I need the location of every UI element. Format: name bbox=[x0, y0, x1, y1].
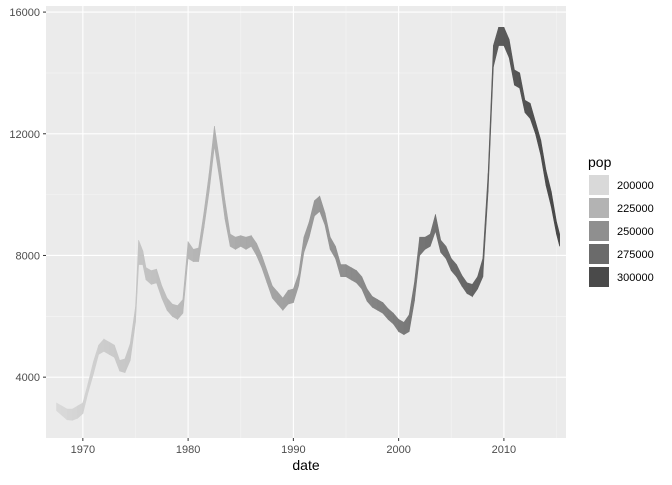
legend-title: pop bbox=[588, 154, 612, 170]
legend-key-label: 200000 bbox=[617, 180, 654, 192]
ribbon-segment bbox=[345, 264, 352, 281]
plot-panel bbox=[46, 6, 566, 438]
ribbon-segment bbox=[66, 408, 73, 421]
y-axis-ticks: 4000 8000 12000 16000 bbox=[9, 7, 46, 384]
x-axis-ticks: 1970 1980 1990 2000 2010 bbox=[71, 438, 516, 456]
legend-key-label: 275000 bbox=[617, 249, 654, 261]
legend-key-swatch bbox=[589, 175, 609, 195]
y-tick-label: 4000 bbox=[16, 372, 40, 384]
ribbon-segment bbox=[498, 27, 505, 46]
ribbon-segment bbox=[350, 267, 357, 284]
legend-key-swatch bbox=[589, 244, 609, 264]
y-tick-label: 8000 bbox=[16, 250, 40, 262]
ribbon-series bbox=[56, 27, 560, 421]
ribbon-segment bbox=[556, 221, 560, 247]
ribbon-segment bbox=[287, 288, 294, 305]
legend: pop 200000 225000 250000 275000 300000 bbox=[588, 154, 654, 287]
legend-key-label: 225000 bbox=[617, 203, 654, 215]
ribbon-segment bbox=[172, 303, 178, 320]
legend-key-swatch bbox=[589, 221, 609, 241]
ribbon-segment bbox=[103, 338, 110, 355]
x-tick-label: 2010 bbox=[492, 444, 516, 456]
y-tick-label: 12000 bbox=[9, 129, 40, 141]
legend-key-swatch bbox=[589, 198, 609, 218]
legend-keys: 200000 225000 250000 275000 300000 bbox=[589, 175, 654, 287]
major-gridlines bbox=[46, 6, 566, 438]
legend-key-label: 300000 bbox=[617, 272, 654, 284]
ribbon-segment bbox=[398, 318, 405, 336]
x-tick-label: 1980 bbox=[176, 444, 200, 456]
ribbon-segment bbox=[150, 268, 157, 285]
x-axis-title: date bbox=[292, 457, 319, 473]
ribbon-segment bbox=[229, 233, 236, 250]
x-tick-label: 1970 bbox=[71, 444, 95, 456]
ribbon-segment bbox=[514, 69, 520, 89]
y-tick-label: 16000 bbox=[9, 7, 40, 19]
x-tick-label: 1990 bbox=[281, 444, 305, 456]
legend-key-label: 250000 bbox=[617, 226, 654, 238]
ribbon-segment bbox=[193, 247, 199, 262]
x-tick-label: 2000 bbox=[386, 444, 410, 456]
ribbon-segment bbox=[108, 341, 115, 358]
ribbon-segment bbox=[340, 264, 347, 278]
ribbon-segment bbox=[119, 358, 126, 373]
legend-key-swatch bbox=[589, 267, 609, 287]
ribbon-segment bbox=[424, 233, 431, 250]
